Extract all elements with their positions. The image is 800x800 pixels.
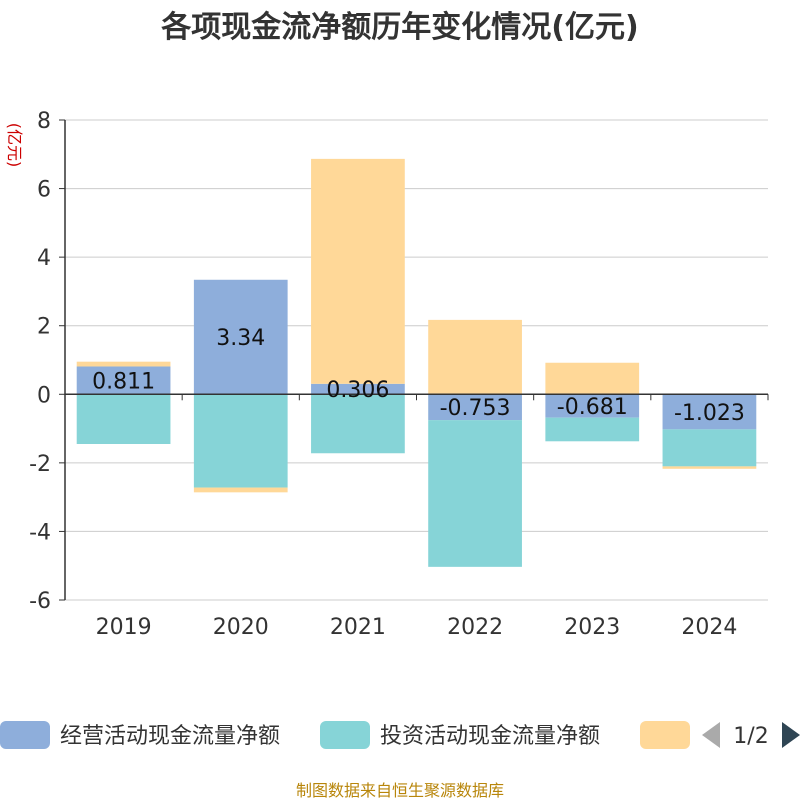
y-tick-label: 0 bbox=[37, 383, 51, 408]
data-label: 3.34 bbox=[216, 326, 265, 351]
legend: 经营活动现金流量净额 投资活动现金流量净额 1/2 bbox=[0, 721, 800, 749]
data-label: -0.681 bbox=[557, 395, 628, 420]
legend-swatch bbox=[640, 721, 690, 749]
bar-s2-2019 bbox=[76, 361, 171, 367]
bars bbox=[76, 158, 757, 567]
data-label: 0.306 bbox=[326, 378, 389, 403]
x-tick-label: 2023 bbox=[564, 615, 620, 640]
y-axis-label: (亿元) bbox=[5, 123, 24, 168]
y-tick-label: -6 bbox=[29, 589, 51, 614]
bar-s0-2022 bbox=[428, 394, 522, 421]
x-tick-label: 2021 bbox=[330, 615, 386, 640]
bar-s2-2024 bbox=[662, 466, 757, 469]
x-tick-label: 2024 bbox=[681, 615, 737, 640]
bar-s2-2023 bbox=[545, 362, 640, 395]
data-label: -0.753 bbox=[440, 396, 511, 421]
x-tick-label: 2022 bbox=[447, 615, 503, 640]
bar-s0-2024 bbox=[662, 394, 757, 430]
legend-next-icon[interactable] bbox=[782, 722, 800, 748]
legend-prev-icon[interactable] bbox=[702, 722, 720, 748]
legend-label: 经营活动现金流量净额 bbox=[60, 724, 280, 749]
x-tick-label: 2020 bbox=[213, 615, 269, 640]
legend-swatch bbox=[320, 721, 370, 749]
bar-s0-2020 bbox=[193, 279, 288, 395]
x-tick-label: 2019 bbox=[96, 615, 152, 640]
bar-s1-2022 bbox=[428, 420, 522, 567]
y-tick-label: -2 bbox=[29, 452, 51, 477]
data-label: -1.023 bbox=[674, 401, 745, 426]
bar-s2-2021 bbox=[311, 158, 405, 384]
bar-s0-2019 bbox=[76, 366, 171, 395]
bar-s2-2020 bbox=[193, 487, 288, 493]
chart-title: 各项现金流净额历年变化情况(亿元) bbox=[160, 10, 638, 45]
grid bbox=[65, 119, 768, 601]
legend-page-indicator: 1/2 bbox=[733, 724, 768, 749]
bar-s1-2023 bbox=[545, 417, 640, 442]
axes bbox=[59, 119, 769, 601]
y-tick-label: 8 bbox=[37, 109, 51, 134]
bar-s1-2019 bbox=[76, 394, 171, 444]
bar-s0-2023 bbox=[545, 394, 640, 418]
y-tick-label: 4 bbox=[37, 246, 51, 271]
source-note: 制图数据来自恒生聚源数据库 bbox=[296, 781, 504, 800]
bar-s0-2021 bbox=[311, 383, 405, 395]
bar-s1-2021 bbox=[311, 394, 405, 454]
bar-s1-2024 bbox=[662, 429, 757, 467]
y-tick-label: -4 bbox=[29, 520, 51, 545]
legend-label: 投资活动现金流量净额 bbox=[380, 724, 600, 749]
legend-swatch bbox=[0, 721, 50, 749]
y-tick-label: 2 bbox=[37, 315, 51, 340]
data-labels: 0.811 3.34 0.306 -0.753 -0.681 -1.023 bbox=[92, 326, 745, 426]
bar-s2-2022 bbox=[428, 319, 522, 395]
bar-s1-2020 bbox=[193, 394, 288, 488]
data-label: 0.811 bbox=[92, 369, 155, 394]
y-tick-label: 6 bbox=[37, 178, 51, 203]
tick-labels: -6 -4 -2 0 2 4 6 8 2019 2020 2021 2022 2023 2024 bbox=[29, 109, 737, 640]
